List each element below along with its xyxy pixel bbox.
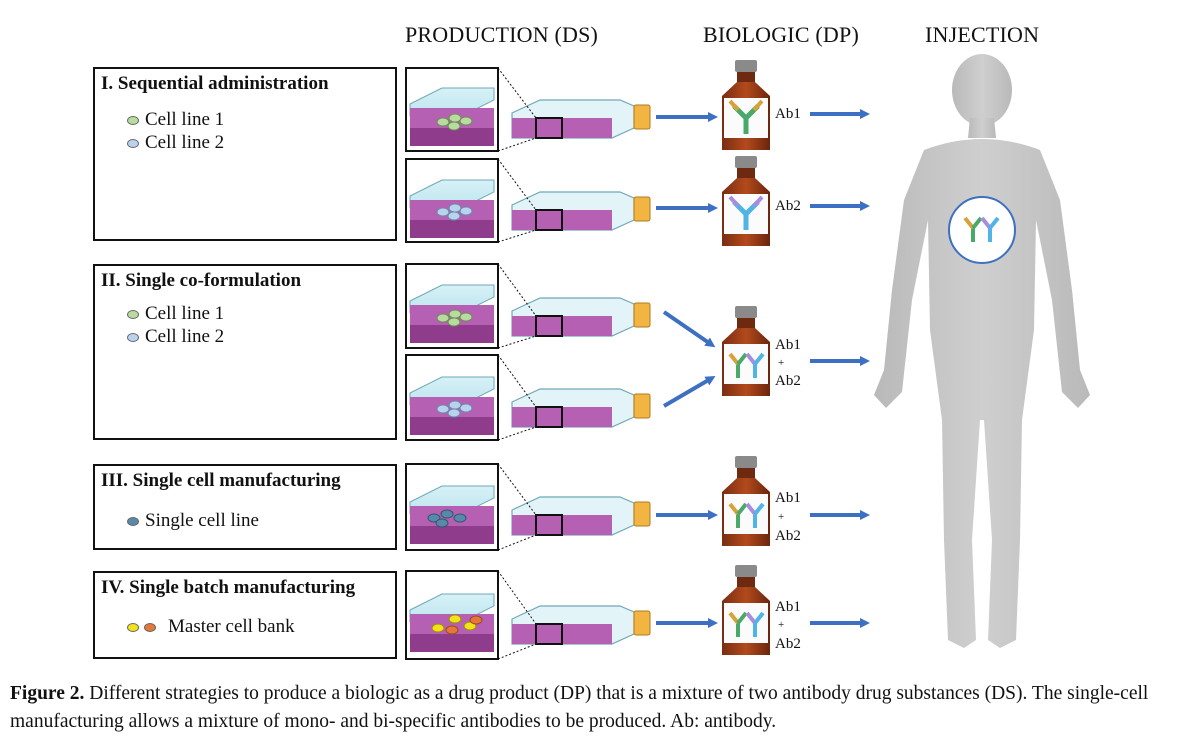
legend-cell-line-2: Cell line 2 [127,132,224,154]
culture-dish-row-2 [405,158,499,243]
panel-title: II. Single co-formulation [101,270,302,291]
vial-3-plus-label: + [778,357,784,369]
legend-cell-line-1: Cell line 1 [127,303,224,325]
vial-4-ab2-label: Ab2 [775,528,801,544]
vial-5-ab1-label: Ab1 [775,599,801,615]
panel-single-batch-manufacturing: IV. Single batch manufacturing Master ce… [93,571,397,659]
culture-flask-row-3 [497,263,651,349]
vial-ab1 [722,60,770,150]
human-body-silhouette [874,54,1090,648]
injection-header: INJECTION [925,22,1040,47]
culture-dish-row-5 [405,463,499,551]
legend-label: Master cell bank [168,616,295,637]
figure-label: Figure 2. [10,683,85,704]
vial-ab2-label: Ab2 [775,198,801,214]
master-cell-dots [127,622,156,632]
legend-label: Cell line 1 [145,109,225,130]
vial-ab1-ab2-single-cell [722,456,770,546]
vial-ab1-label: Ab1 [775,106,801,122]
vial-3-ab1-label: Ab1 [775,337,801,353]
vial-ab1-ab2-single-batch [722,565,770,655]
culture-flask-row-5 [497,463,651,551]
panel-single-cell-manufacturing: III. Single cell manufacturing Single ce… [93,464,397,550]
panel-single-co-formulation: II. Single co-formulation Cell line 1 Ce… [93,264,397,440]
vial-4-plus-label: + [778,511,784,523]
vial-4-ab1-label: Ab1 [775,490,801,506]
arrow-flask-to-vial-row-4 [662,375,716,408]
panel-title: III. Single cell manufacturing [101,470,341,491]
culture-dish-row-6 [405,570,499,660]
culture-flask-row-1 [497,67,651,152]
legend-label: Cell line 2 [145,326,225,347]
culture-flask-row-2 [497,158,651,243]
cell-line-2-dot [127,138,139,148]
figure-caption: Figure 2. Different strategies to produc… [10,680,1175,736]
production-header: PRODUCTION (DS) [405,22,599,47]
panel-title: I. Sequential administration [101,73,329,94]
culture-dish-row-4 [405,354,499,441]
biologic-header: BIOLOGIC (DP) [703,22,859,47]
vial-5-plus-label: + [778,619,784,631]
cell-line-1-dot [127,309,139,319]
cell-line-1-dot [127,115,139,125]
legend-single-cell-line: Single cell line [127,510,259,532]
legend-label: Cell line 2 [145,132,225,153]
panel-sequential-administration: I. Sequential administration Cell line 1… [93,67,397,241]
legend-master-cell-bank: Master cell bank [127,616,295,638]
panel-title: IV. Single batch manufacturing [101,577,356,598]
vial-ab1-ab2-coformulation [722,306,770,396]
single-cell-dot [127,516,139,526]
culture-dish-row-1 [405,67,499,152]
orange-cell-dot [144,622,156,632]
culture-flask-row-6 [497,570,651,660]
vial-5-ab2-label: Ab2 [775,636,801,652]
legend-cell-line-1: Cell line 1 [127,109,224,131]
legend-cell-line-2: Cell line 2 [127,326,224,348]
vial-3-ab2-label: Ab2 [775,373,801,389]
arrow-flask-to-vial-row-3 [662,310,716,348]
vial-ab2 [722,156,770,246]
legend-label: Cell line 1 [145,303,225,324]
cell-line-2-dot [127,332,139,342]
culture-flask-row-4 [497,354,651,441]
injection-site-circle [948,196,1016,264]
yellow-cell-dot [127,622,139,632]
legend-label: Single cell line [145,510,259,531]
culture-dish-row-3 [405,263,499,349]
figure-caption-text: Different strategies to produce a biolog… [10,683,1149,732]
